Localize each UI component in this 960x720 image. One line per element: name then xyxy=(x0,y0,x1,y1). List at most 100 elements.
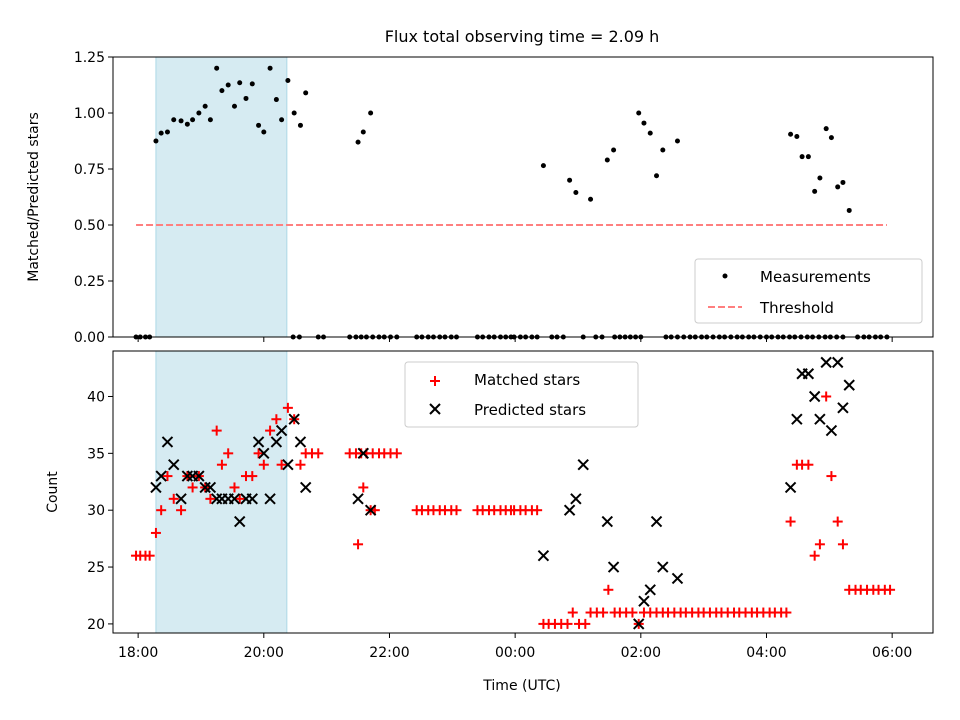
matched-star-point xyxy=(803,459,814,470)
x-stroke-b xyxy=(837,402,849,414)
matched-star-point xyxy=(234,493,245,504)
measurement-point xyxy=(805,154,811,160)
measurement-point xyxy=(788,131,794,137)
chart-title: Flux total observing time = 2.09 h xyxy=(385,27,660,46)
matched-star-point xyxy=(580,618,591,629)
x-stroke-b xyxy=(150,481,162,494)
measurement-points xyxy=(133,65,890,340)
measurement-point xyxy=(647,130,653,136)
x-stroke-b xyxy=(802,368,815,380)
x-stroke-b xyxy=(657,561,669,573)
top-y-tick-label: 0.00 xyxy=(74,330,105,346)
x-stroke-b xyxy=(601,515,614,528)
x-tick-label: 22:00 xyxy=(369,645,409,661)
bottom-legend: Matched stars Predicted stars xyxy=(404,361,639,428)
x-stroke-b xyxy=(814,413,826,425)
top-y-tick-label: 0.25 xyxy=(74,274,105,290)
predicted-star-point xyxy=(601,515,614,528)
measurement-point xyxy=(540,163,546,169)
predicted-star-point xyxy=(808,390,821,403)
matched-star-point xyxy=(785,516,796,527)
matched-star-point xyxy=(826,471,837,482)
top-y-tick-label: 0.50 xyxy=(74,218,105,234)
measurement-point xyxy=(267,65,273,71)
top-observing-window xyxy=(155,56,288,338)
x-stroke-b xyxy=(246,493,258,505)
x-stroke-b xyxy=(234,515,246,528)
predicted-star-point xyxy=(210,493,223,505)
legend-predicted-label: Predicted stars xyxy=(474,401,586,419)
measurement-point xyxy=(153,138,159,144)
legend-measurements-marker xyxy=(722,273,728,279)
x-stroke-b xyxy=(288,413,300,425)
x-stroke-b xyxy=(299,481,312,494)
measurement-point xyxy=(273,97,279,103)
legend-matched-label: Matched stars xyxy=(474,371,580,389)
measurement-point xyxy=(184,121,190,127)
x-stroke-b xyxy=(175,493,187,505)
measurement-point xyxy=(243,95,249,101)
measurement-point xyxy=(355,139,361,145)
x-stroke-b xyxy=(357,447,370,460)
matched-star-point xyxy=(247,471,258,482)
matched-star-point xyxy=(276,459,287,470)
predicted-star-point xyxy=(357,447,370,460)
measurement-point xyxy=(674,138,680,144)
predicted-star-point xyxy=(175,493,187,505)
predicted-star-point xyxy=(258,447,270,460)
predicted-star-point xyxy=(193,470,205,482)
matched-star-point xyxy=(258,459,269,470)
top-y-axis: 0.00 0.25 0.50 0.75 1.00 1.25 xyxy=(74,50,113,346)
measurement-point xyxy=(279,117,285,123)
measurement-point xyxy=(573,190,579,196)
predicted-star-point xyxy=(633,618,645,630)
predicted-star-point xyxy=(181,470,194,482)
matched-star-point xyxy=(832,516,843,527)
predicted-star-point xyxy=(364,504,377,516)
measurement-point xyxy=(636,110,642,116)
matched-star-point xyxy=(168,493,179,504)
matched-star-point xyxy=(295,459,306,470)
matched-star-point xyxy=(313,448,324,459)
predicted-star-point xyxy=(264,493,276,505)
legend-measurements-label: Measurements xyxy=(760,268,871,286)
predicted-star-point xyxy=(168,459,180,471)
measurement-point xyxy=(817,175,823,181)
predicted-star-point xyxy=(199,481,211,494)
x-stroke-b xyxy=(820,356,832,369)
legend-threshold-label: Threshold xyxy=(759,299,834,317)
predicted-star-point xyxy=(814,413,826,425)
x-stroke-b xyxy=(258,447,270,460)
bottom-shaded-region xyxy=(155,350,288,634)
measurement-point xyxy=(219,88,225,94)
predicted-star-point xyxy=(161,436,174,448)
x-tick-label: 18:00 xyxy=(118,645,158,661)
measurement-point xyxy=(641,120,647,126)
x-stroke-b xyxy=(275,424,288,437)
measurement-point xyxy=(256,122,262,128)
matched-star-point xyxy=(144,550,155,561)
measurement-point xyxy=(237,80,243,86)
measurement-point xyxy=(297,122,303,128)
top-legend-box xyxy=(694,258,923,324)
bottom-y-label: Count xyxy=(45,471,61,513)
predicted-star-point xyxy=(252,436,265,448)
measurement-point xyxy=(303,90,309,96)
measurement-point xyxy=(654,173,660,179)
top-y-tick-label: 0.75 xyxy=(74,162,105,178)
top-shaded-region xyxy=(155,56,288,338)
matched-star-point xyxy=(253,448,264,459)
measurement-point xyxy=(835,184,841,190)
top-panel: Flux total observing time = 2.09 h 0.00 0… xyxy=(26,27,934,346)
predicted-star-point xyxy=(563,504,576,516)
x-stroke-b xyxy=(294,436,307,448)
bottom-y-axis: 20 25 30 35 40 xyxy=(87,389,113,633)
x-stroke-b xyxy=(270,436,283,448)
x-stroke-b xyxy=(831,356,844,369)
matched-star-point xyxy=(156,505,167,516)
matched-star-point xyxy=(885,584,896,595)
matched-star-point xyxy=(223,448,234,459)
measurement-point xyxy=(249,81,255,87)
x-stroke-b xyxy=(633,618,645,630)
